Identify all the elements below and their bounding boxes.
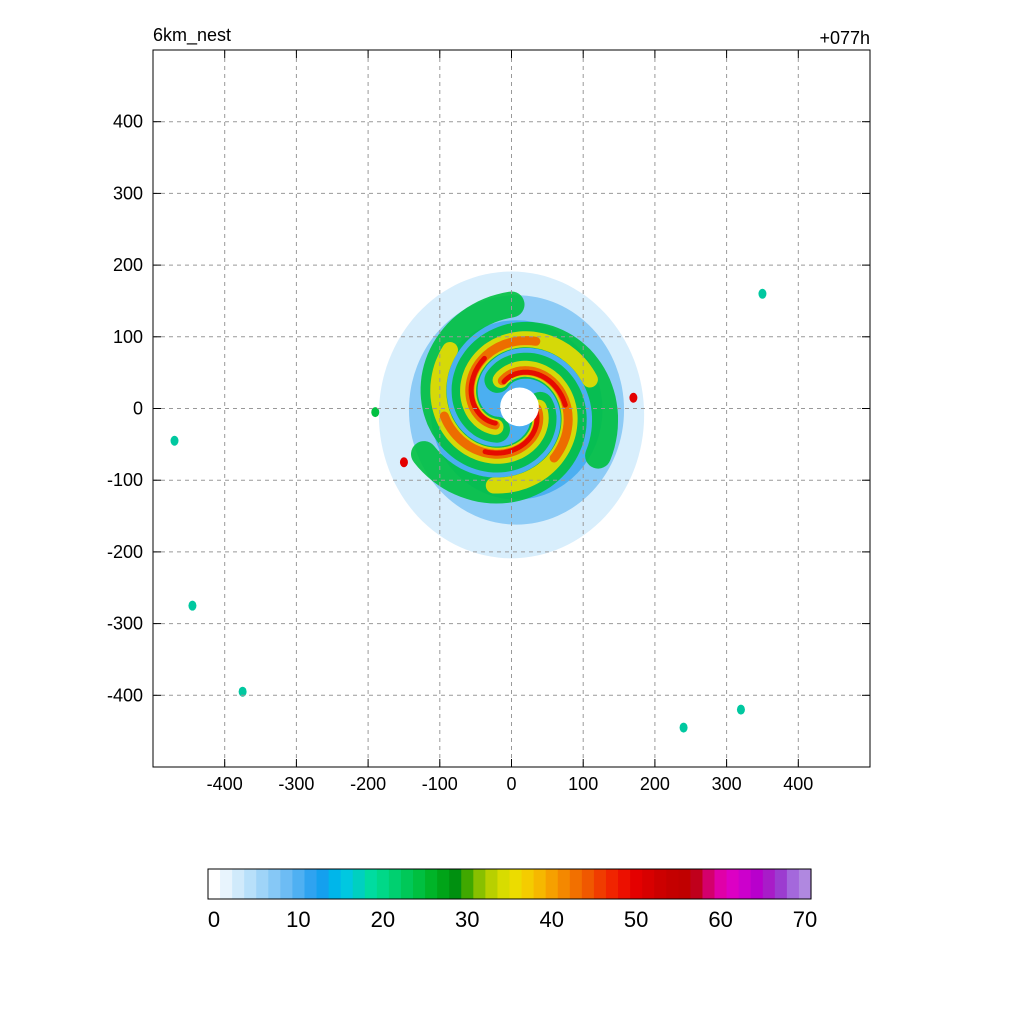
colorbar-swatch bbox=[630, 869, 643, 899]
colorbar-swatch bbox=[774, 869, 788, 899]
forecast-hour-label: +077h bbox=[819, 28, 870, 48]
colorbar-frame bbox=[207, 868, 812, 900]
convective-cell-3 bbox=[629, 392, 638, 403]
colorbar-swatch bbox=[425, 869, 438, 899]
colorbar-swatch bbox=[256, 869, 269, 899]
colorbar-swatch bbox=[340, 869, 354, 899]
spiral-band-red-1 bbox=[468, 355, 498, 426]
colorbar-tick-label: 30 bbox=[455, 907, 479, 932]
colorbar-swatch bbox=[244, 869, 257, 899]
x-tick-label: 300 bbox=[712, 774, 742, 794]
colorbar-swatch bbox=[642, 869, 655, 899]
y-tick-label: -300 bbox=[107, 614, 143, 634]
convective-cell-1 bbox=[399, 457, 408, 468]
x-tick-label: 200 bbox=[640, 774, 670, 794]
colorbar-swatch bbox=[449, 869, 462, 899]
colorbar-ticks: 0 10 20 30 40 50 60 70 bbox=[208, 907, 817, 932]
colorbar-swatch bbox=[690, 869, 704, 899]
x-tick-label: -300 bbox=[278, 774, 314, 794]
colorbar-swatch bbox=[292, 869, 306, 899]
colorbar-swatch bbox=[702, 869, 716, 899]
colorbar-swatch bbox=[509, 869, 523, 899]
colorbar-swatch bbox=[714, 869, 728, 899]
colorbar-swatch bbox=[738, 869, 752, 899]
y-tick-label: -200 bbox=[107, 542, 143, 562]
colorbar-swatch bbox=[400, 869, 414, 899]
colorbar-swatch bbox=[220, 869, 233, 899]
convective-cell-2 bbox=[371, 407, 380, 418]
spiral-band-red-2 bbox=[501, 369, 568, 408]
y-tick-label: 200 bbox=[113, 255, 143, 275]
convective-cell-4 bbox=[758, 288, 767, 299]
colorbar-swatch bbox=[798, 869, 812, 899]
colorbar-swatch bbox=[268, 869, 281, 899]
colorbar-swatch bbox=[557, 869, 571, 899]
colorbar-tick-label: 70 bbox=[793, 907, 817, 932]
y-tick-label: 100 bbox=[113, 327, 143, 347]
y-tick-label: -400 bbox=[107, 685, 143, 705]
colorbar-swatch bbox=[762, 869, 776, 899]
storm-eye bbox=[500, 387, 539, 427]
colorbar-swatch bbox=[678, 869, 691, 899]
x-axis: -400 -300 -200 -100 0 100 200 300 400 bbox=[207, 50, 813, 794]
colorbar-swatch bbox=[485, 869, 499, 899]
colorbar-swatch bbox=[593, 869, 607, 899]
colorbar-swatch bbox=[786, 869, 800, 899]
colorbar-swatch bbox=[280, 869, 294, 899]
colorbar-swatch bbox=[316, 869, 330, 899]
colorbar-tick-label: 50 bbox=[624, 907, 648, 932]
chart-title: 6km_nest bbox=[153, 25, 231, 46]
x-tick-label: -100 bbox=[422, 774, 458, 794]
colorbar-swatch bbox=[232, 869, 245, 899]
x-tick-label: -200 bbox=[350, 774, 386, 794]
colorbar-swatch bbox=[388, 869, 402, 899]
y-tick-label: 0 bbox=[133, 399, 143, 419]
colorbar-swatch bbox=[726, 869, 740, 899]
x-tick-label: 100 bbox=[568, 774, 598, 794]
convective-cell-5 bbox=[736, 704, 745, 715]
colorbar-swatch bbox=[654, 869, 667, 899]
colorbar-swatch bbox=[750, 869, 764, 899]
convective-cell-7 bbox=[238, 686, 247, 697]
y-axis: 400 300 200 100 0 -100 -200 -300 -400 bbox=[107, 112, 870, 705]
colorbar-swatch bbox=[304, 869, 318, 899]
colorbar-swatch bbox=[533, 869, 547, 899]
x-tick-label: -400 bbox=[207, 774, 243, 794]
y-tick-label: 300 bbox=[113, 183, 143, 203]
colorbar-swatch bbox=[569, 869, 583, 899]
convective-cell-8 bbox=[188, 600, 197, 611]
colorbar-tick-label: 20 bbox=[371, 907, 395, 932]
colorbar-swatch bbox=[666, 869, 679, 899]
colorbar-swatch bbox=[437, 869, 450, 899]
colorbar-swatch bbox=[328, 869, 342, 899]
colorbar-swatch bbox=[461, 869, 474, 899]
colorbar-tick-label: 10 bbox=[286, 907, 310, 932]
x-tick-label: 0 bbox=[506, 774, 516, 794]
colorbar-swatch bbox=[497, 869, 511, 899]
spiral-band-red-0 bbox=[482, 407, 540, 456]
y-tick-label: -100 bbox=[107, 470, 143, 490]
colorbar-tick-label: 0 bbox=[208, 907, 220, 932]
colorbar-tick-label: 40 bbox=[539, 907, 563, 932]
colorbar-swatch bbox=[581, 869, 595, 899]
convective-cell-0 bbox=[170, 435, 179, 446]
colorbar-swatch bbox=[364, 869, 378, 899]
colorbar-swatch bbox=[352, 869, 366, 899]
colorbar-swatch bbox=[208, 869, 221, 899]
x-tick-label: 400 bbox=[783, 774, 813, 794]
colorbar-swatch bbox=[545, 869, 559, 899]
colorbar-swatch bbox=[413, 869, 426, 899]
colorbar-swatch bbox=[376, 869, 390, 899]
colorbar-swatch bbox=[473, 869, 486, 899]
colorbar bbox=[207, 868, 812, 900]
convective-cell-6 bbox=[679, 722, 688, 733]
colorbar-swatch bbox=[605, 869, 619, 899]
colorbar-tick-label: 60 bbox=[708, 907, 732, 932]
colorbar-swatch bbox=[618, 869, 631, 899]
colorbar-swatch bbox=[521, 869, 535, 899]
y-tick-label: 400 bbox=[113, 112, 143, 132]
wind-field bbox=[170, 271, 767, 733]
